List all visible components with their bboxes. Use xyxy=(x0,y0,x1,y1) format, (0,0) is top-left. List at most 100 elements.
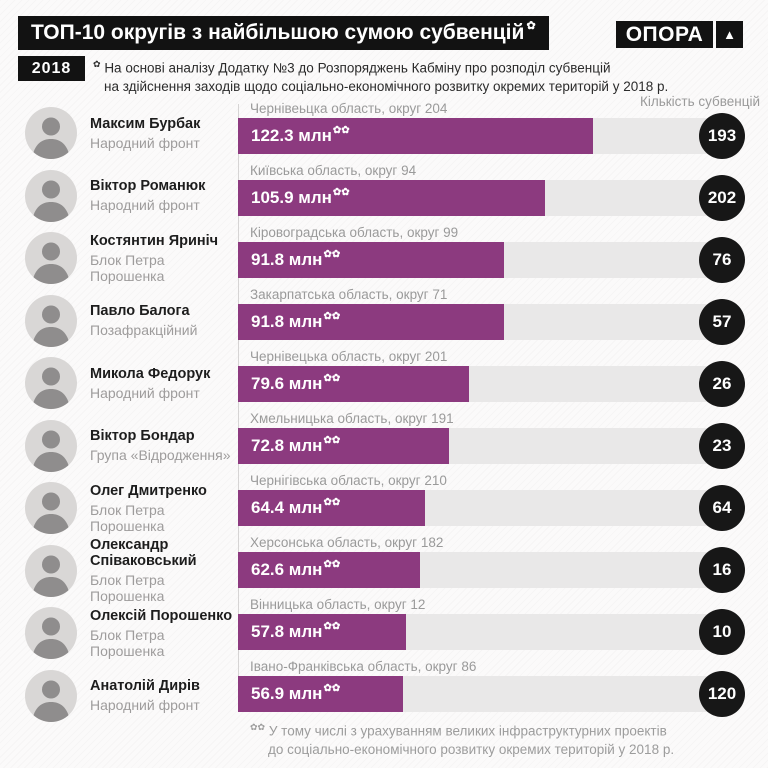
region-label: Чернівеьцка область, округ 204 xyxy=(250,101,448,116)
bar-track: 57.8 млн✿✿ xyxy=(238,614,737,650)
person-photo xyxy=(25,482,77,534)
person-party: Народний фронт xyxy=(90,697,200,713)
subvention-count: 202 xyxy=(707,188,737,207)
subvention-count: 10 xyxy=(712,622,732,641)
person-text: Костянтин Яриніч Блок Петра Порошенка xyxy=(90,233,240,284)
person-photo xyxy=(25,669,77,722)
bar-track: 105.9 млн✿✿ xyxy=(238,180,737,216)
person-row: Павло Балога Позафракційний xyxy=(25,293,240,349)
subvention-count-badge: 57 xyxy=(699,299,745,345)
person-name: Віктор Романюк xyxy=(90,178,206,194)
bar-value-label: 105.9 млн✿✿ xyxy=(251,187,350,207)
person-row: Олексій Порошенко Блок Петра Порошенка xyxy=(25,605,240,661)
person-text: Віктор Романюк Народний фронт xyxy=(90,178,205,213)
region-label: Кіровоградська область, округ 99 xyxy=(250,225,459,240)
footnote-marker-icon: ✿✿ xyxy=(323,435,341,447)
bar-value-label: 79.6 млн✿✿ xyxy=(251,373,341,393)
person-name: Віктор Бондар xyxy=(90,428,195,444)
footnote-marker-icon: ✿✿ xyxy=(323,621,341,633)
person-name: Микола Федорук xyxy=(90,365,211,382)
person-text: Максим Бурбак Народний фронт xyxy=(90,116,200,151)
person-name: Олександр Співаковський xyxy=(90,537,197,569)
person-row: Максим Бурбак Народний фронт xyxy=(25,105,240,161)
person-silhouette-icon xyxy=(32,430,70,472)
bar-track: 122.3 млн✿✿ xyxy=(238,118,737,154)
region-label: Хмельницька область, округ 191 xyxy=(250,411,454,426)
subvention-count-badge: 26 xyxy=(699,361,745,407)
chart-row: Закарпатська область, округ 71 91.8 млн✿… xyxy=(238,286,745,345)
person-row: Анатолій Дирів Народний фронт xyxy=(25,668,240,724)
bar-value-label: 56.9 млн✿✿ xyxy=(251,683,341,703)
bar-fill: 62.6 млн✿✿ xyxy=(238,552,420,588)
opora-logo-triangle: ▲ xyxy=(716,21,743,48)
person-party: Блок Петра Порошенка xyxy=(90,501,165,534)
person-photo xyxy=(25,419,77,472)
chart-row: Кіровоградська область, округ 99 91.8 мл… xyxy=(238,224,745,283)
region-label: Київська область, округ 94 xyxy=(250,163,417,178)
region-label: Чернівецька область, округ 201 xyxy=(250,349,448,364)
bottom-footnote-line2: до соціально-економічного розвитку окрем… xyxy=(268,741,675,757)
subvention-count: 23 xyxy=(712,436,732,455)
bar-value-label: 57.8 млн✿✿ xyxy=(251,621,341,641)
opora-logo-text: ОПОРА xyxy=(625,22,704,46)
subvention-count-badge: 120 xyxy=(699,671,745,717)
person-text: Олександр Співаковський Блок Петра Порош… xyxy=(90,537,240,604)
year-badge: 2018 xyxy=(18,56,85,81)
person-party: Блок Петра Порошенка xyxy=(90,572,165,604)
person-party: Блок Петра Порошенка xyxy=(90,251,165,284)
footnote-marker-icon: ✿✿ xyxy=(332,125,350,137)
subvention-count: 76 xyxy=(712,250,732,269)
footnote-marker-icon: ✿✿ xyxy=(323,683,341,695)
bar-track: 91.8 млн✿✿ xyxy=(238,242,737,278)
person-row: Микола Федорук Народний фронт xyxy=(25,355,240,411)
person-name: Олег Дмитренко xyxy=(90,482,207,499)
person-party: Народний фронт xyxy=(90,197,200,213)
bar-fill: 91.8 млн✿✿ xyxy=(238,304,505,340)
bar-track: 62.6 млн✿✿ xyxy=(238,552,737,588)
person-party: Блок Петра Порошенка xyxy=(90,626,165,659)
person-party: Група «Відродження» xyxy=(90,447,231,463)
footnote-marker-icon: ✿✿ xyxy=(332,187,350,199)
bar-value-label: 64.4 млн✿✿ xyxy=(251,497,341,517)
footnote-marker-icon: ✿✿ xyxy=(323,497,341,509)
person-text: Олег Дмитренко Блок Петра Порошенка xyxy=(90,483,240,534)
bar-fill: 57.8 млн✿✿ xyxy=(238,614,406,650)
source-footnote-line2: на здійснення заходів щодо соціально-еко… xyxy=(104,78,669,94)
bar-track: 91.8 млн✿✿ xyxy=(238,304,737,340)
bar-value-label: 91.8 млн✿✿ xyxy=(251,311,341,331)
bar-track: 56.9 млн✿✿ xyxy=(238,676,737,712)
subvention-count-badge: 76 xyxy=(699,237,745,283)
subvention-count: 193 xyxy=(707,126,737,145)
footnote-marker-icon: ✿✿ xyxy=(323,373,341,385)
person-silhouette-icon xyxy=(32,555,70,597)
subvention-count-badge: 193 xyxy=(699,113,745,159)
opora-logo: ОПОРА xyxy=(616,21,713,48)
chart-row: Івано-Франківська область, округ 86 56.9… xyxy=(238,658,745,717)
bottom-footnote: ✿✿ У тому числі з урахуванням великих ін… xyxy=(250,718,674,759)
person-photo xyxy=(25,169,77,222)
chart-row: Вінницька область, округ 12 57.8 млн✿✿ 1… xyxy=(238,596,745,655)
person-text: Анатолій Дирів Народний фронт xyxy=(90,678,200,713)
person-party: Позафракційний xyxy=(90,322,198,338)
source-footnote: ✿ На основі аналізу Додатку №3 до Розпор… xyxy=(93,55,668,96)
chart-row: Чернівецька область, округ 201 79.6 млн✿… xyxy=(238,348,745,407)
year-badge-text: 2018 xyxy=(31,59,72,77)
page-title-text: ТОП-10 округів з найбільшою сумою субвен… xyxy=(31,21,525,44)
person-silhouette-icon xyxy=(32,492,70,534)
person-silhouette-icon xyxy=(32,305,70,347)
person-photo xyxy=(25,544,77,597)
bar-track: 79.6 млн✿✿ xyxy=(238,366,737,402)
subvention-count: 26 xyxy=(712,374,732,393)
bar-fill: 79.6 млн✿✿ xyxy=(238,366,469,402)
subvention-count: 120 xyxy=(707,684,737,703)
person-row: Віктор Бондар Група «Відродження» xyxy=(25,418,240,474)
triangle-icon: ▲ xyxy=(723,27,736,42)
source-footnote-line1: ✿ На основі аналізу Додатку №3 до Розпор… xyxy=(93,59,611,76)
person-text: Олексій Порошенко Блок Петра Порошенка xyxy=(90,608,240,659)
bar-track: 72.8 млн✿✿ xyxy=(238,428,737,464)
person-silhouette-icon xyxy=(32,242,70,284)
chart-row: Хмельницька область, округ 191 72.8 млн✿… xyxy=(238,410,745,469)
person-name: Олексій Порошенко xyxy=(90,607,233,624)
subvention-count-badge: 64 xyxy=(699,485,745,531)
person-name: Анатолій Дирів xyxy=(90,678,200,694)
